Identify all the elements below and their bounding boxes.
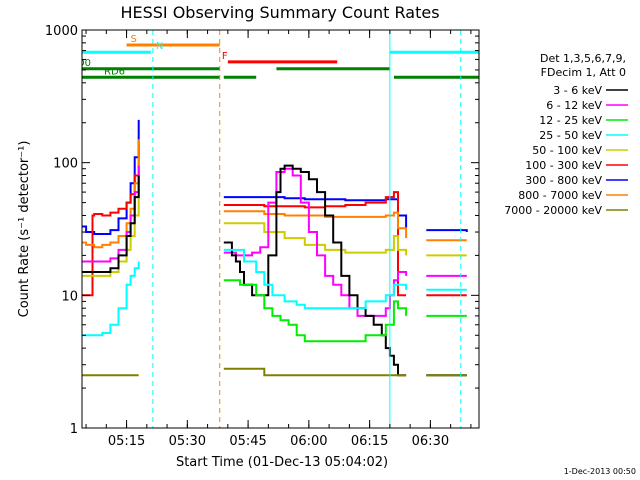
series-line-7 xyxy=(223,279,467,343)
x-tick-label-4: 06:15 xyxy=(351,434,388,449)
x-tick-label-2: 05:45 xyxy=(229,434,266,449)
y-tick-label-0: 1 xyxy=(70,422,78,437)
legend-label-2: 12 - 25 keV xyxy=(539,114,602,127)
series-line-3 xyxy=(82,192,467,277)
legend-label-1: 6 - 12 keV xyxy=(546,99,602,112)
chart-title: HESSI Observing Summary Count Rates xyxy=(120,3,439,22)
y-axis: 1 10 100 1000 xyxy=(45,24,479,437)
series-line-6 xyxy=(82,248,467,337)
legend-header-1: FDecim 1, Att 0 xyxy=(541,66,626,79)
flag-label-1: N xyxy=(156,41,163,52)
flag-label-4: RD6 xyxy=(104,66,125,77)
series-line-4 xyxy=(82,165,467,317)
series-line-1 xyxy=(82,143,467,297)
legend-label-3: 25 - 50 keV xyxy=(539,129,602,142)
y-tick-label-3: 1000 xyxy=(45,24,78,39)
flag-label-3: RD0 xyxy=(70,58,91,69)
x-tick-label-3: 06:00 xyxy=(290,434,327,449)
legend: Det 1,3,5,6,7,9,FDecim 1, Att 0 3 - 6 keV… xyxy=(504,52,628,217)
series-layer xyxy=(82,119,468,377)
legend-label-8: 7000 - 20000 keV xyxy=(504,204,602,217)
legend-label-6: 300 - 800 keV xyxy=(525,174,602,187)
y-tick-label-2: 100 xyxy=(53,157,78,172)
legend-label-7: 800 - 7000 keV xyxy=(518,189,602,202)
plot-frame xyxy=(81,29,480,429)
x-tick-label-5: 06:30 xyxy=(412,434,449,449)
legend-header-0: Det 1,3,5,6,7,9, xyxy=(540,52,626,65)
plot-area: S N F RD0 RD6 xyxy=(70,29,480,429)
x-tick-label-1: 05:30 xyxy=(169,434,206,449)
series-line-0 xyxy=(82,119,468,235)
legend-label-4: 50 - 100 keV xyxy=(532,144,602,157)
legend-label-0: 3 - 6 keV xyxy=(553,84,602,97)
series-line-8 xyxy=(82,367,467,377)
flags-layer: S N F RD0 RD6 xyxy=(70,34,479,79)
x-axis: 05:15 05:30 05:45 06:00 06:15 06:30 xyxy=(85,30,472,449)
flag-label-0: S xyxy=(131,34,137,45)
legend-label-5: 100 - 300 keV xyxy=(525,159,602,172)
flag-label-2: F xyxy=(222,51,228,62)
y-tick-label-1: 10 xyxy=(61,289,78,304)
footer-timestamp: 1-Dec-2013 00:50 xyxy=(564,467,636,476)
markers-layer xyxy=(152,30,462,428)
x-tick-label-0: 05:15 xyxy=(108,434,145,449)
x-axis-label: Start Time (01-Dec-13 05:04:02) xyxy=(176,455,388,470)
y-axis-label: Count Rate (s⁻¹ detector⁻¹) xyxy=(17,141,32,318)
